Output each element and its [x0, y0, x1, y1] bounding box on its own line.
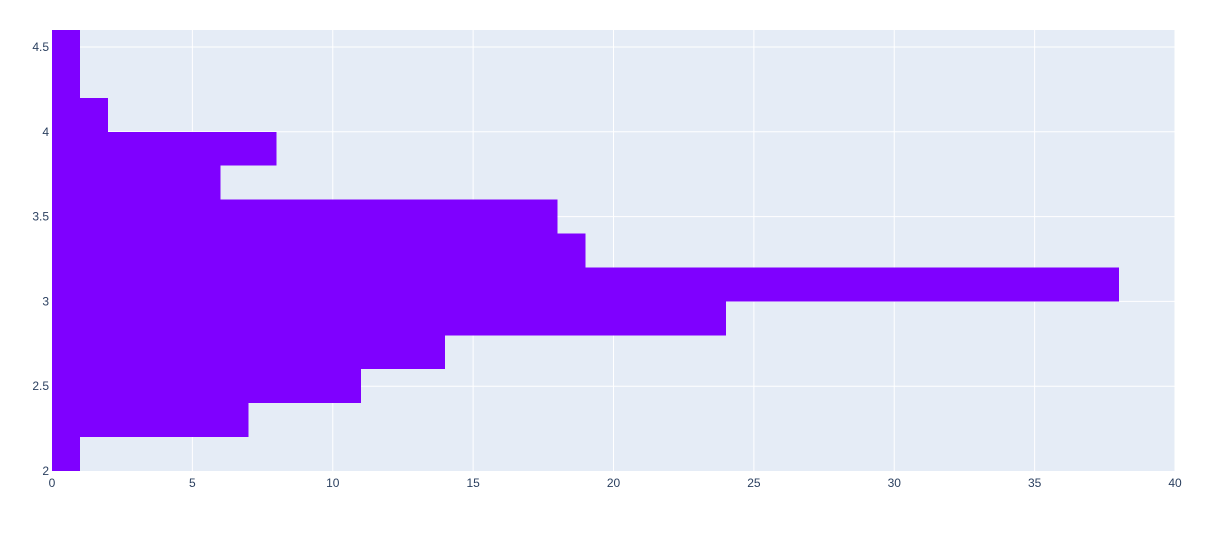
x-tick-label: 25	[747, 476, 761, 490]
y-tick-label: 2.5	[32, 379, 49, 393]
y-axis-tick-labels: 2 2.5 3 3.5 4 4.5	[32, 40, 49, 478]
histogram-bar	[52, 131, 277, 166]
histogram-bar	[52, 403, 249, 438]
histogram-bar	[52, 63, 81, 98]
x-tick-label: 20	[607, 476, 621, 490]
histogram-bar	[52, 30, 81, 64]
x-tick-label: 10	[326, 476, 340, 490]
x-tick-label: 15	[466, 476, 480, 490]
x-tick-label: 35	[1028, 476, 1042, 490]
x-axis-tick-labels: 0 5 10 15 20 25 30 35 40	[49, 476, 1182, 490]
y-tick-label: 3	[42, 294, 49, 308]
histogram-bar	[52, 301, 726, 336]
y-tick-label: 2	[42, 464, 49, 478]
histogram-bar	[52, 233, 586, 268]
histogram-bar	[52, 267, 1119, 302]
y-tick-label: 3.5	[32, 210, 49, 224]
x-tick-label: 40	[1168, 476, 1182, 490]
x-tick-label: 30	[888, 476, 902, 490]
histogram-bar	[52, 165, 221, 200]
histogram-bar	[52, 97, 109, 132]
y-tick-label: 4.5	[32, 40, 49, 54]
histogram-bar	[52, 199, 558, 234]
histogram-bar	[52, 437, 81, 471]
bars	[52, 30, 1119, 471]
x-tick-label: 5	[189, 476, 196, 490]
histogram-bar	[52, 335, 446, 370]
x-tick-label: 0	[49, 476, 56, 490]
y-tick-label: 4	[42, 125, 49, 139]
histogram-bar	[52, 369, 361, 404]
